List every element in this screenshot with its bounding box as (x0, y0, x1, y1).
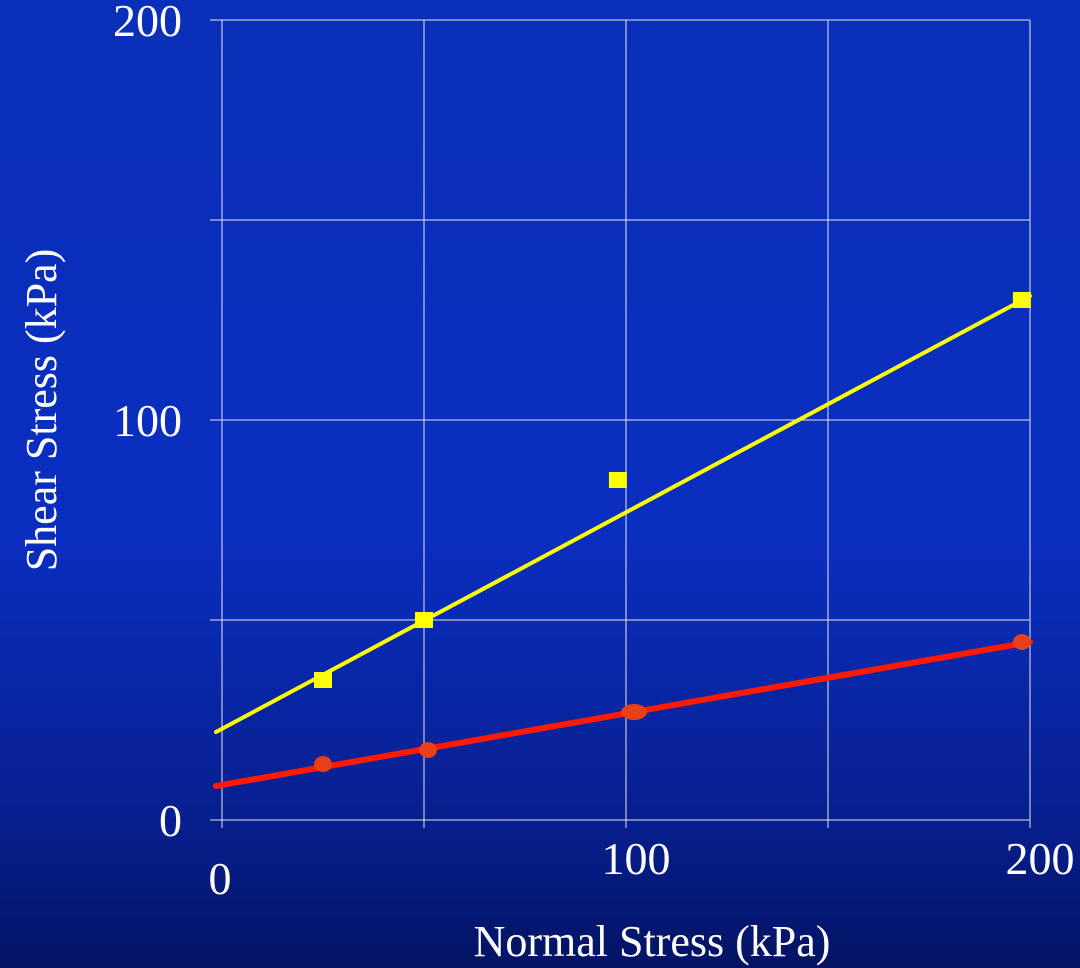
fit-line-1 (214, 294, 1032, 734)
y-axis-label: Shear Stress (kPa) (17, 249, 66, 572)
marker-series-1-point-4 (1012, 292, 1031, 308)
x-axis-label: Normal Stress (kPa) (474, 917, 831, 966)
marker-series-2-point-4 (1012, 634, 1031, 650)
marker-series-2-point-1 (314, 756, 332, 772)
marker-series-2-point-3 (621, 704, 648, 720)
marker-series-2-point-2 (419, 742, 438, 758)
marker-series-1-point-1 (314, 672, 332, 688)
tick-labels: 0 100 200 0 100 200 (113, 0, 1075, 904)
y-tick-label: 200 (113, 0, 182, 46)
data-markers (314, 292, 1031, 772)
x-tick-label: 100 (602, 833, 671, 884)
marker-series-1-point-3 (608, 472, 627, 488)
y-tick-label: 100 (113, 395, 182, 446)
x-tick-label: 200 (1006, 833, 1075, 884)
x-tick-label: 0 (209, 853, 232, 904)
y-tick-label: 0 (159, 795, 182, 846)
grid (210, 19, 1031, 828)
marker-series-1-point-2 (415, 612, 433, 628)
